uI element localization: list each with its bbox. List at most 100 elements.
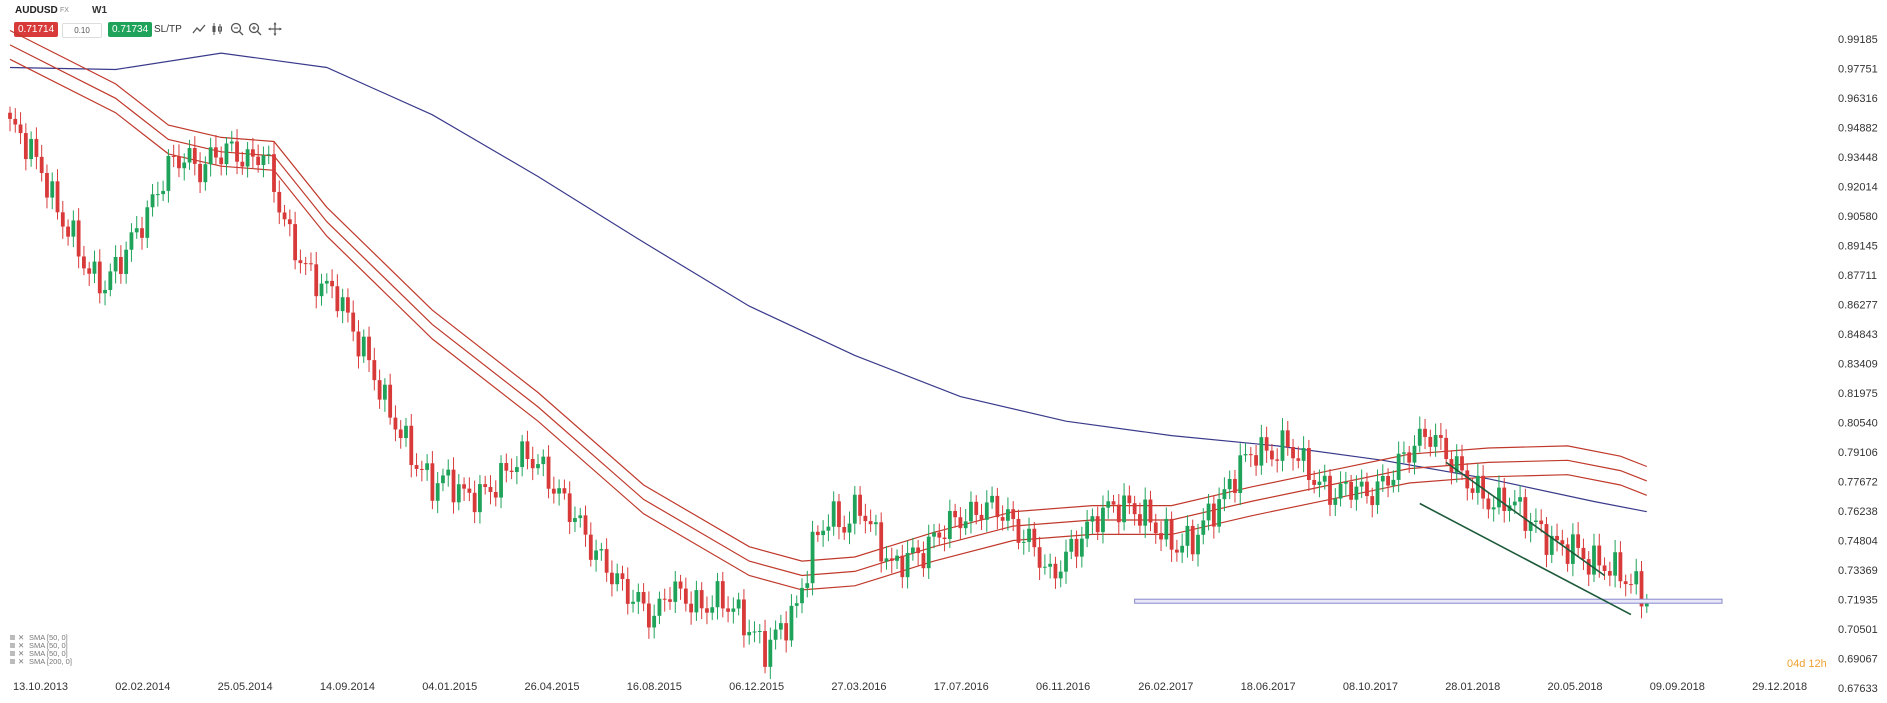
candle-up [594, 550, 598, 560]
candle-up [324, 280, 329, 284]
candle-down [118, 256, 123, 274]
candle-up [1391, 479, 1396, 486]
candle-down [1607, 571, 1612, 576]
candle-up [1259, 437, 1264, 466]
y-axis-tick-label: 0.96316 [1838, 93, 1878, 105]
candle-down [1544, 524, 1549, 555]
candle-up [1333, 498, 1338, 505]
candle-up [1613, 552, 1618, 576]
candle-down [409, 425, 414, 466]
timeframe-selector[interactable]: W1 [92, 5, 107, 16]
candle-down [55, 181, 60, 213]
candle-down [171, 155, 176, 157]
candle-down [34, 138, 39, 157]
candle-down [45, 172, 49, 198]
candle-up [1433, 435, 1438, 447]
candle-down [351, 312, 356, 332]
candle-up [1280, 430, 1285, 461]
candle-down [483, 484, 488, 487]
candle-up [847, 523, 852, 533]
candle-down [668, 599, 672, 602]
candle-up [340, 297, 345, 312]
buy-price-button[interactable]: 0.71734 [108, 22, 153, 37]
line-chart-icon[interactable] [191, 21, 207, 37]
sltp-button[interactable]: SL/TP [154, 24, 182, 35]
candle-up [990, 495, 994, 503]
candle-down [1386, 475, 1390, 486]
legend-label: SMA [50, 0] [29, 633, 68, 642]
symbol-label[interactable]: AUDUSD [15, 5, 58, 16]
zoom-out-icon[interactable] [229, 21, 245, 37]
y-axis-tick-label: 0.83409 [1838, 359, 1878, 371]
trendline [1445, 461, 1606, 577]
candle-up [446, 469, 451, 476]
candle-down [742, 599, 746, 636]
candle-down [414, 465, 419, 469]
candle-up [425, 463, 430, 470]
candle-up [652, 615, 657, 628]
candle-down [1116, 504, 1121, 523]
candle-down [1328, 475, 1332, 505]
y-axis-tick-label: 0.93448 [1838, 152, 1878, 164]
candle-down [330, 280, 334, 287]
x-axis-tick-label: 08.10.2017 [1343, 681, 1398, 693]
candle-up [1217, 499, 1222, 527]
zoom-in-icon[interactable] [247, 21, 263, 37]
candle-up [905, 552, 910, 578]
candle-down [1174, 549, 1179, 553]
candle-down [995, 495, 1000, 518]
candle-up [826, 526, 831, 531]
candle-down [509, 470, 514, 473]
candle-up [166, 155, 171, 191]
candle-up [947, 510, 952, 539]
candle-down [388, 384, 393, 418]
candle-down [335, 286, 340, 312]
candle-up [1143, 499, 1148, 526]
y-axis-tick-label: 0.87711 [1838, 270, 1877, 282]
candle-down [140, 228, 144, 238]
candle-down [309, 263, 313, 265]
y-axis-tick-label: 0.74804 [1838, 536, 1878, 548]
candle-up [1180, 545, 1185, 553]
candle-up [710, 607, 715, 613]
candle-down [678, 581, 683, 589]
candle-down [214, 147, 218, 158]
candle-up [852, 494, 857, 524]
candle-down [298, 260, 303, 264]
symbol-type-label: FX [60, 7, 69, 14]
y-axis-tick-label: 0.77672 [1838, 477, 1878, 489]
candle-up [155, 194, 160, 196]
candlestick-icon[interactable] [210, 21, 226, 37]
sell-price-button[interactable]: 0.71714 [14, 22, 59, 37]
candle-up [773, 629, 778, 640]
candle-down [530, 458, 535, 469]
y-axis-tick-label: 0.71935 [1838, 595, 1878, 607]
x-axis-tick-label: 13.10.2013 [13, 681, 68, 693]
x-axis-tick-label: 28.01.2018 [1445, 681, 1500, 693]
candle-up [1402, 452, 1406, 454]
candle-down [398, 429, 403, 439]
candle-down [488, 486, 493, 493]
x-axis-tick-label: 16.08.2015 [627, 681, 682, 693]
candle-down [356, 331, 361, 357]
candle-down [1438, 435, 1443, 438]
candle-up [805, 583, 810, 588]
candle-down [66, 226, 70, 237]
x-axis-tick-label: 18.06.2017 [1241, 681, 1296, 693]
candle-down [879, 522, 884, 562]
candle-down [1264, 437, 1269, 451]
sma-line [9, 58, 1648, 591]
x-axis-tick-label: 02.02.2014 [115, 681, 170, 693]
candle-up [768, 639, 773, 667]
candle-down [1296, 458, 1301, 461]
candle-up [1528, 521, 1533, 531]
candle-down [1000, 517, 1005, 521]
candle-up [29, 138, 34, 160]
crosshair-move-icon[interactable] [267, 21, 283, 37]
volume-input[interactable]: 0.10 [62, 23, 102, 38]
candle-down [1602, 565, 1607, 572]
candle-down [1470, 488, 1475, 493]
candle-down [942, 537, 947, 539]
candle-up [134, 228, 139, 233]
